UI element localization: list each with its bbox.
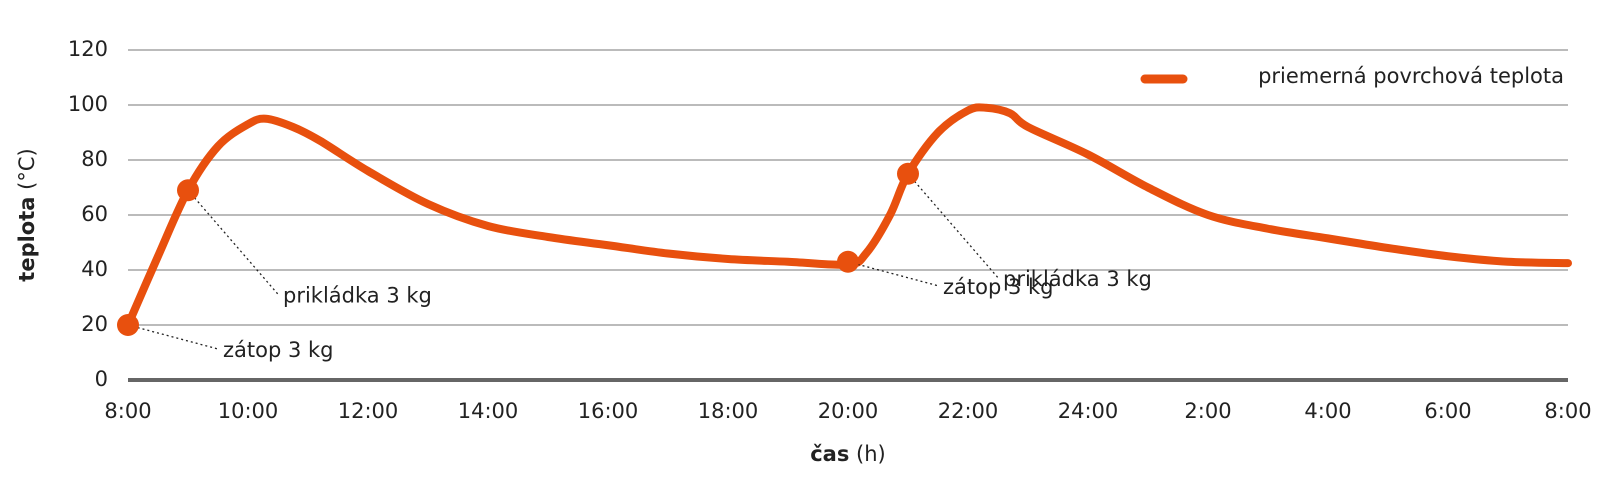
annotation-marker xyxy=(897,162,919,185)
annotation-label: zátop 3 kg xyxy=(943,275,1054,299)
y-axis-title: teplota (°C) xyxy=(15,148,39,281)
x-tick-label: 14:00 xyxy=(458,399,519,423)
x-tick-label: 8:00 xyxy=(104,399,151,423)
annotation-leader xyxy=(187,189,279,295)
annotation-marker xyxy=(837,250,859,273)
x-tick-label: 6:00 xyxy=(1424,399,1471,423)
x-tick-label: 8:00 xyxy=(1544,399,1591,423)
annotation-label: zátop 3 kg xyxy=(223,338,334,362)
annotation-leader xyxy=(127,324,219,350)
y-tick-label: 60 xyxy=(81,202,108,226)
annotation-leader xyxy=(847,261,939,287)
y-tick-label: 120 xyxy=(68,37,108,61)
x-tick-label: 12:00 xyxy=(338,399,399,423)
y-label: teplota xyxy=(15,197,39,282)
x-label-unit: (h) xyxy=(856,442,886,466)
x-tick-label: 2:00 xyxy=(1184,399,1231,423)
x-tick-label: 10:00 xyxy=(218,399,279,423)
annotation-marker xyxy=(177,179,199,202)
x-tick-label: 22:00 xyxy=(938,399,999,423)
y-tick-label: 0 xyxy=(95,367,108,391)
y-label-unit: (°C) xyxy=(15,148,39,190)
y-tick-label: 40 xyxy=(81,257,108,281)
x-tick-label: 4:00 xyxy=(1304,399,1351,423)
y-tick-label: 80 xyxy=(81,147,108,171)
x-axis-title: čas (h) xyxy=(810,442,886,466)
x-tick-label: 18:00 xyxy=(698,399,759,423)
x-tick-label: 16:00 xyxy=(578,399,639,423)
x-tick-label: 24:00 xyxy=(1058,399,1119,423)
annotation-marker xyxy=(117,314,139,336)
annotation-leader xyxy=(907,173,999,279)
y-tick-label: 20 xyxy=(81,312,108,336)
annotation-label: prikládka 3 kg xyxy=(1003,267,1152,291)
x-label: čas xyxy=(810,442,849,466)
legend-label: priemerná povrchová teplota xyxy=(1258,64,1564,88)
x-tick-label: 20:00 xyxy=(818,399,879,423)
y-tick-label: 100 xyxy=(68,92,108,116)
annotation-label: prikládka 3 kg xyxy=(283,283,432,307)
